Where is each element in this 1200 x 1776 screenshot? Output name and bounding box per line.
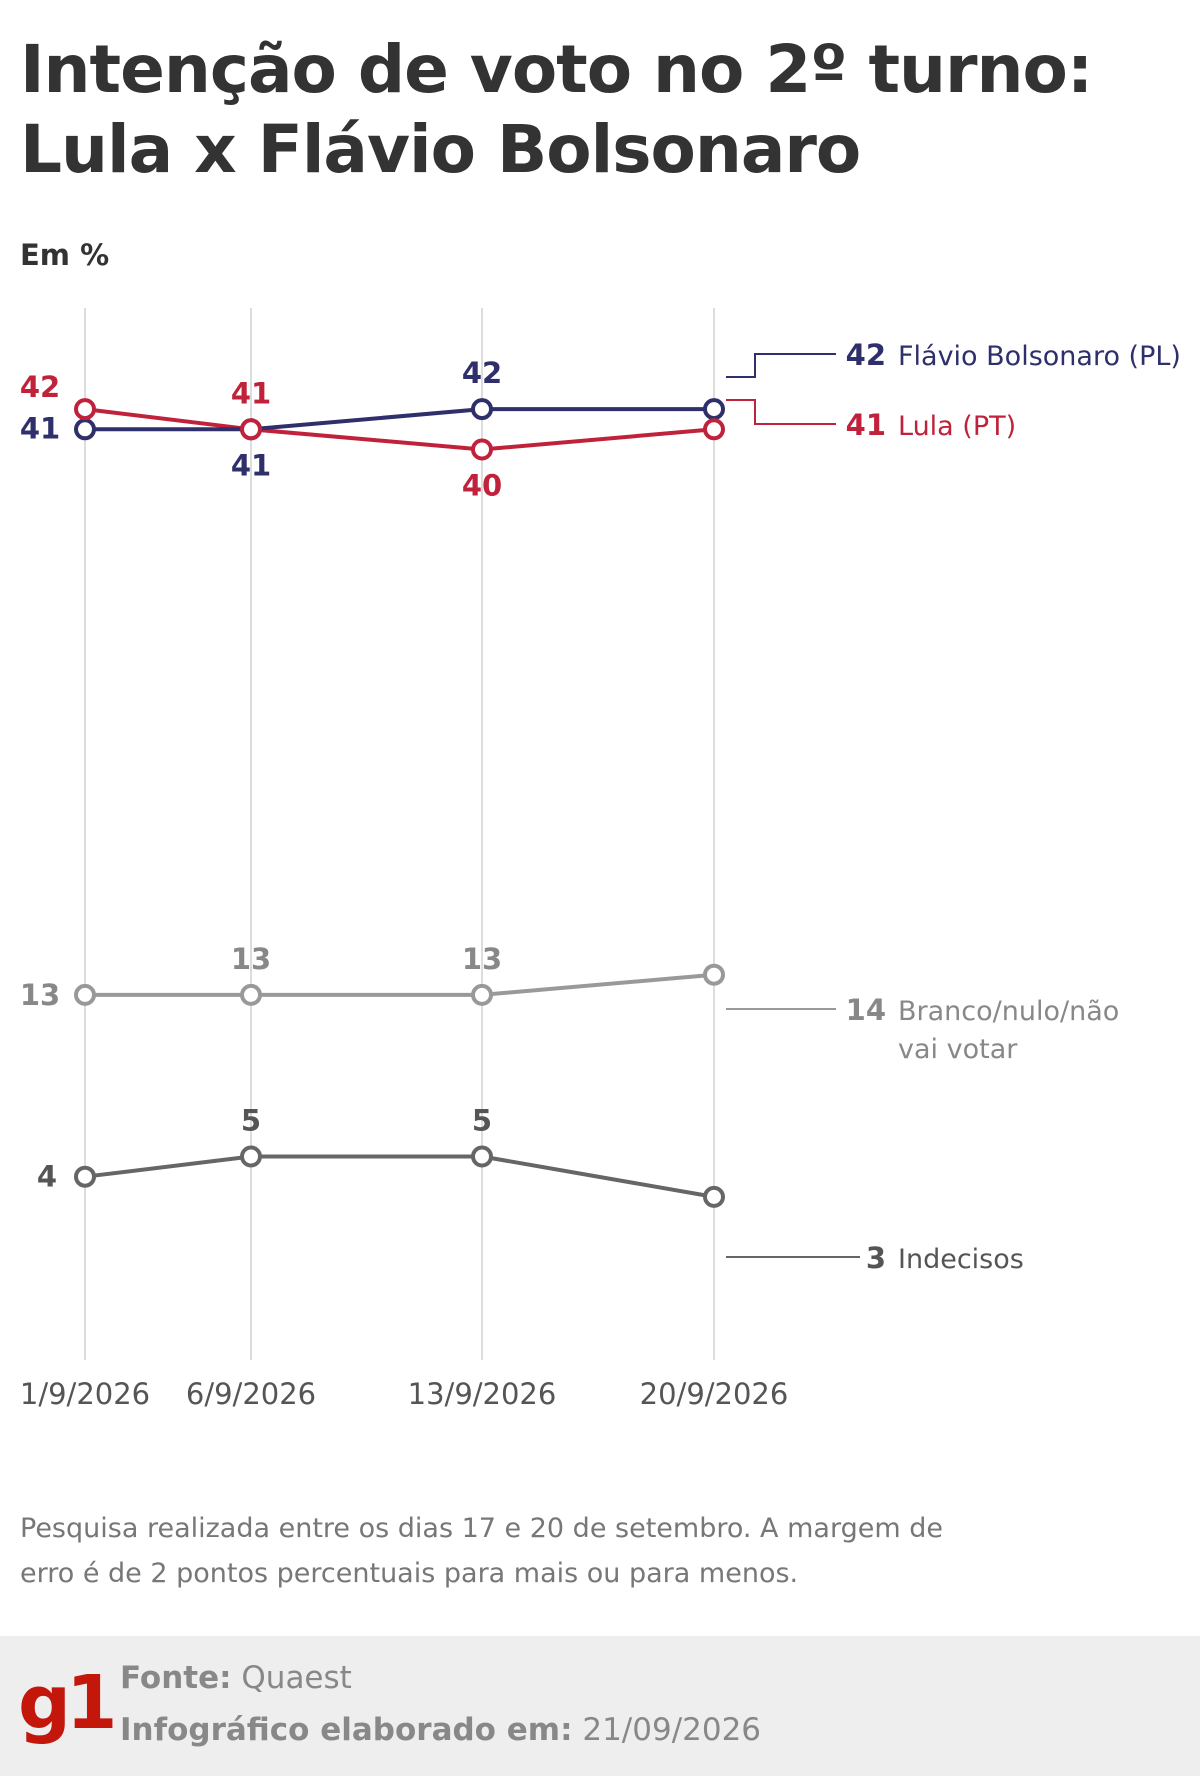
data-point-lula-pt-1: [74, 398, 96, 421]
series-name-branco-nulo-nao-vai-votar-line-1: Branco/nulo/não: [898, 996, 1119, 1027]
series-name-flavio-bolsonaro-pl: Flávio Bolsonaro (PL): [898, 341, 1181, 372]
data-point-indecisos-3: [471, 1145, 493, 1168]
data-point-indecisos-4: [703, 1185, 725, 1208]
data-label-lula-pt-2: 41: [231, 376, 271, 410]
date-line: Infográfico elaborado em: 21/09/2026: [120, 1712, 761, 1748]
x-tick-label-1: 1/9/2026: [20, 1377, 150, 1411]
data-point-flavio-bolsonaro-pl-3: [471, 398, 493, 421]
data-point-branco-nulo-nao-vai-votar-4: [703, 963, 725, 986]
series-line-flavio-bolsonaro-pl: [85, 407, 714, 432]
data-point-branco-nulo-nao-vai-votar-3: [471, 983, 493, 1006]
title-line-1: Intenção de voto no 2º turno:: [20, 31, 1093, 108]
data-label-branco-nulo-nao-vai-votar-2: 13: [231, 942, 271, 976]
data-point-indecisos-1: [74, 1165, 96, 1188]
data-point-flavio-bolsonaro-pl-4: [703, 398, 725, 421]
title-line-2: Lula x Flávio Bolsonaro: [20, 111, 861, 188]
data-point-flavio-bolsonaro-pl-1: [74, 418, 96, 441]
footer: g1 Fonte: Quaest Infográfico elaborado e…: [0, 1636, 1200, 1776]
series-name-indecisos: Indecisos: [898, 1244, 1024, 1275]
source-value: Quaest: [241, 1660, 352, 1696]
data-point-lula-pt-3: [471, 438, 493, 461]
line-chart: 1/9/2026 6/9/2026 13/9/2026 20/9/2026 41 41 42…: [20, 308, 1181, 1411]
chart-title: Intenção de voto no 2º turno: Lula x Flá…: [20, 30, 1170, 190]
series-line-indecisos: [84, 1154, 715, 1199]
source-label: Fonte:: [120, 1660, 232, 1696]
series-line-lula-pt: [84, 407, 715, 452]
data-point-branco-nulo-nao-vai-votar-1: [74, 983, 96, 1006]
data-label-lula-pt-1: 42: [20, 370, 60, 404]
end-value-flavio-bolsonaro-pl: 42: [846, 338, 886, 372]
series-name-lula-pt: Lula (PT): [898, 411, 1016, 442]
methodology-note: Pesquisa realizada entre os dias 17 e 20…: [20, 1513, 943, 1589]
end-connector-flavio-bolsonaro-pl: [726, 353, 836, 378]
data-point-indecisos-2: [240, 1145, 262, 1168]
end-value-lula-pt: 41: [846, 408, 886, 442]
source-line: Fonte: Quaest: [120, 1660, 352, 1696]
g1-logo: g1: [18, 1660, 117, 1746]
data-label-branco-nulo-nao-vai-votar-1: 13: [20, 978, 60, 1012]
data-point-lula-pt-4: [703, 418, 725, 441]
series-name-branco-nulo-nao-vai-votar-line-2: vai votar: [898, 1034, 1018, 1065]
data-label-indecisos-2: 5: [241, 1104, 261, 1138]
data-label-flavio-bolsonaro-pl-1: 41: [20, 411, 60, 445]
x-tick-label-2: 6/9/2026: [186, 1377, 316, 1411]
data-point-lula-pt-2: [240, 418, 262, 441]
end-value-branco-nulo-nao-vai-votar: 14: [846, 993, 886, 1027]
data-label-flavio-bolsonaro-pl-3: 42: [462, 356, 502, 390]
date-label: Infográfico elaborado em:: [120, 1712, 573, 1748]
end-value-indecisos: 3: [866, 1241, 886, 1275]
data-point-branco-nulo-nao-vai-votar-2: [240, 983, 262, 1006]
data-label-branco-nulo-nao-vai-votar-3: 13: [462, 942, 502, 976]
x-tick-label-3: 13/9/2026: [408, 1377, 557, 1411]
end-connector-lula-pt: [726, 399, 836, 425]
series-line-branco-nulo-nao-vai-votar: [85, 972, 715, 997]
data-label-lula-pt-3: 40: [462, 469, 502, 503]
unit-label: Em %: [20, 238, 110, 272]
date-value: 21/09/2026: [582, 1712, 762, 1748]
data-label-indecisos-3: 5: [472, 1104, 492, 1138]
x-tick-label-4: 20/9/2026: [640, 1377, 789, 1411]
data-label-flavio-bolsonaro-pl-2: 41: [231, 448, 271, 482]
data-label-indecisos-1: 4: [37, 1160, 57, 1194]
